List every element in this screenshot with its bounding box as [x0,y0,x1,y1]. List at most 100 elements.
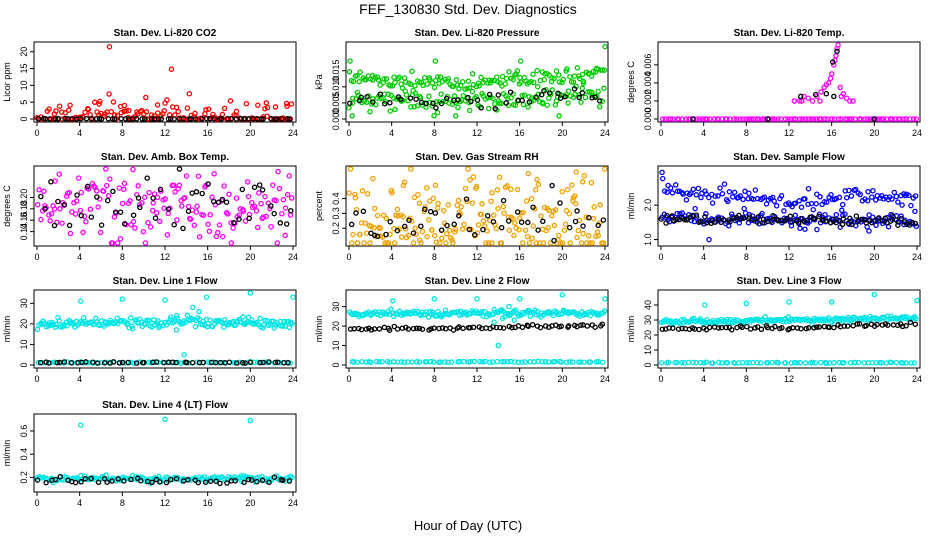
x-tick-label: 8 [744,374,749,384]
data-point [78,479,84,485]
data-point [700,360,707,366]
data-point [396,74,402,80]
data-point [403,92,410,98]
data-point [703,191,709,197]
data-point [519,97,525,104]
data-point [203,115,210,122]
data-point [286,173,292,179]
data-point [659,169,665,176]
data-point [371,225,377,231]
data-point [479,201,485,207]
data-point [368,327,375,333]
data-point [380,212,387,219]
data-point [372,74,378,81]
data-point [137,204,143,211]
data-point [363,230,370,236]
data-point [839,201,846,208]
data-point [702,213,708,220]
x-tick-label: 24 [600,128,610,138]
data-point [432,182,439,189]
data-point [416,200,423,207]
data-point [581,359,587,365]
data-point [582,94,589,101]
data-point [38,193,44,200]
data-point [379,234,386,240]
data-point [782,360,789,366]
data-point [754,219,760,225]
data-point [576,75,583,82]
data-point [392,106,398,113]
data-point [469,200,476,206]
data-point [110,99,117,105]
data-point [400,213,406,220]
data-point [743,116,749,122]
data-point [599,98,606,105]
data-point [373,101,379,108]
data-point [662,116,669,122]
y-tick-label: 2.0 [643,199,653,212]
data-point [704,116,710,122]
data-point [67,230,74,237]
data-point [164,232,171,238]
data-point [750,116,757,122]
data-point [540,100,546,107]
data-point [67,102,73,108]
data-point [199,190,205,197]
data-point [289,320,295,327]
data-point [822,116,828,122]
data-point [600,217,607,223]
panels: Stan. Dev. Li-820 CO2 Licor ppm 0 4 8 12 16 20 2… [2,28,922,508]
data-point [425,314,432,320]
data-point [510,76,516,83]
data-point [775,116,781,122]
data-point [850,98,856,104]
data-point [498,224,505,231]
data-point [88,214,95,220]
x-tick-label: 16 [203,498,213,508]
data-point [698,219,704,225]
x-tick-label: 4 [389,374,394,384]
data-point [778,193,785,199]
data-point [196,234,203,240]
data-point [274,240,281,246]
plot-frame [657,41,921,123]
data-point [521,92,528,98]
y-tick-label: 0.006 [643,54,653,77]
data-point [94,319,100,325]
data-point [601,85,607,92]
data-point [394,227,401,234]
data-point [219,359,226,366]
data-point [75,175,82,181]
data-point [728,211,735,217]
data-point [176,182,183,189]
data-point [100,188,107,194]
data-point [85,106,92,113]
data-point [534,67,540,74]
data-point [534,83,541,90]
data-point [520,240,526,246]
data-point [533,240,540,246]
data-point [439,325,446,331]
data-point [64,322,70,329]
data-point [876,215,882,221]
data-point [371,232,378,239]
data-point [383,231,389,238]
data-point [667,185,674,191]
data-point [798,325,804,332]
data-point [68,359,75,366]
y-tick-label: 0.20 [19,189,29,207]
x-tick-label: 0 [658,252,663,262]
data-point [817,98,823,104]
data-point [128,359,134,366]
data-point [779,218,785,224]
data-point [880,116,887,122]
data-point [422,206,428,213]
x-tick-label: 12 [472,374,482,384]
data-point [715,193,721,199]
chart-title: Stan. Dev. Line 3 Flow [737,276,842,287]
data-point [273,116,280,122]
series-reference [34,473,293,487]
data-point [849,221,855,228]
data-point [175,108,181,115]
data-point [96,115,103,122]
